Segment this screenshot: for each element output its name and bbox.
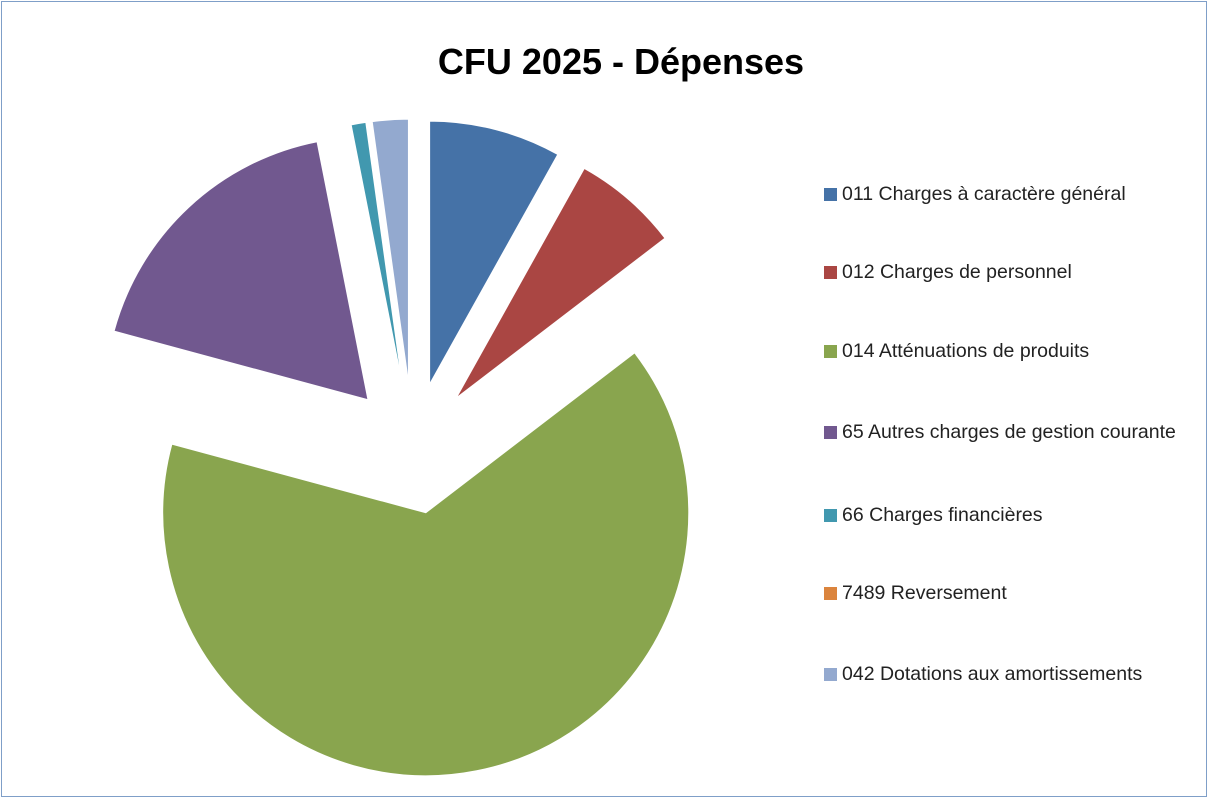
legend-swatch [824,345,837,358]
legend-label: 012 Charges de personnel [842,261,1072,283]
pie-slice [371,118,409,383]
legend-label: 66 Charges financières [842,504,1043,526]
legend-item: 011 Charges à caractère général [824,182,1194,206]
legend-item: 65 Autres charges de gestion courante [824,420,1194,444]
legend-swatch [824,426,837,439]
pie-slice [350,121,403,384]
legend-swatch [824,266,837,279]
pie-slice [455,167,666,399]
legend-label: 014 Atténuations de produits [842,340,1090,362]
legend-swatch [824,668,837,681]
legend-swatch [824,509,837,522]
legend-swatch [824,587,837,600]
legend-label: 7489 Reversement [842,582,1007,604]
legend-item: 66 Charges financières [824,503,1194,527]
legend-label: 65 Autres charges de gestion courante [842,421,1176,443]
legend-label: 042 Dotations aux amortissements [842,663,1143,685]
pie-slice [429,120,559,387]
pie-slice [162,352,690,777]
chart-title: CFU 2025 - Dépenses [438,41,804,82]
legend-label: 011 Charges à caractère général [842,183,1126,205]
legend-item: 014 Atténuations de produits [824,339,1194,363]
legend-swatch [824,188,837,201]
legend-item: 042 Dotations aux amortissements [824,662,1194,686]
pie-slice [113,141,369,401]
legend-item: 012 Charges de personnel [824,260,1194,284]
legend-item: 7489 Reversement [824,581,1194,605]
